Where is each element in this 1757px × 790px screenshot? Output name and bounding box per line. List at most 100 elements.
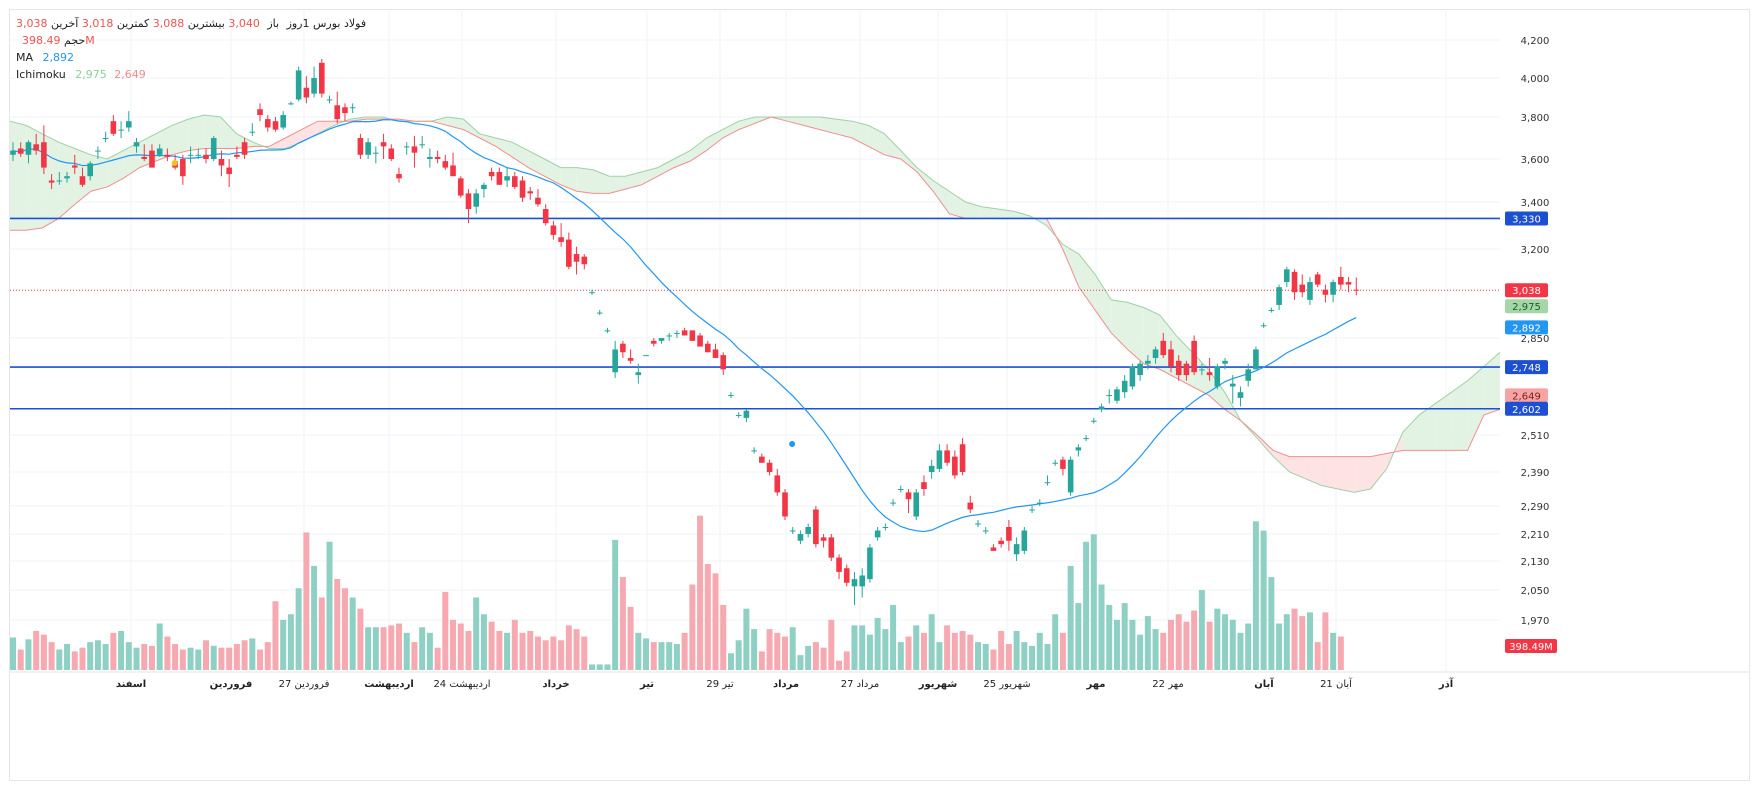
candle-body [79,176,86,185]
volume-bar [828,619,835,670]
price-tick-label: 3,200 [1521,245,1550,256]
candle-body [782,492,788,517]
candle-body [64,176,70,179]
volume-bar [805,645,812,670]
candle-body [527,191,534,194]
candle-body [195,154,202,156]
volume-bar [619,577,626,670]
candle-body [712,349,719,358]
volume-bar [1306,612,1313,670]
time-tick-label: 29 تیر [706,679,733,690]
legend-ma-row[interactable]: MA 2,892 [16,49,366,66]
candle-body [295,70,302,100]
cloud-segment [1321,456,1339,489]
candle-body [48,180,55,183]
candle-body [303,87,310,98]
volume-bar [998,630,1005,670]
volume-bar [141,643,148,670]
cloud-segment [997,209,1015,219]
candle-body [342,107,348,114]
candle-body [681,330,688,336]
candle-body [180,159,186,177]
candle-body [319,62,325,94]
cloud-segment [787,117,804,126]
time-tick-label: خرداد [542,679,569,690]
volume-bar [1121,603,1128,670]
cloud-segment [1078,254,1096,311]
price-badge-label: 2,975 [1512,302,1541,313]
volume-bar [843,651,850,670]
candle-body [1044,482,1051,484]
cloud-segment [690,138,707,162]
legend-ichimoku-row[interactable]: Ichimoku 2,975 2,649 [16,66,366,83]
candle-body [434,156,441,159]
candle-body [1237,392,1244,398]
cloud-segment [819,117,836,134]
volume-bar [79,647,86,670]
candle-body [728,395,734,397]
cloud-segment [1143,307,1160,370]
candle-body [496,171,503,185]
candle-body [1245,369,1251,381]
volume-bar [118,630,125,670]
volume-bar [396,623,402,670]
volume-bar [897,642,904,670]
volume-bar [272,601,279,670]
candle-body [10,150,16,155]
volume-bar [233,643,240,670]
volume-bar [179,649,186,670]
candle-body [890,502,896,504]
time-tick-label: آبان [1254,677,1274,690]
volume-bar [743,608,750,670]
price-badge: 2,975 [1505,299,1548,314]
volume-bar [218,647,225,670]
grid [10,12,1750,673]
volume-bar [712,573,719,670]
volume-bar [226,647,233,670]
cloud-segment [1095,274,1112,333]
candle-body [311,78,317,94]
chart-frame [9,9,1750,781]
time-tick-label: 27 مرداد [841,679,879,690]
cloud-segment [90,154,108,192]
candle-body [450,165,456,177]
cloud-segment [1419,403,1436,451]
cloud-segment [803,117,820,130]
candle-body [33,144,39,151]
volume-bar [1206,621,1213,670]
cloud-segment [544,159,561,185]
volume-bar [689,584,696,670]
candle-body [705,343,711,353]
volume-bar [851,625,858,670]
volume-bar [1198,590,1205,670]
candle-body [457,178,464,196]
cloud-segment [852,121,869,147]
volume-bar [403,632,410,670]
volume-bar [1260,530,1267,670]
volume-bar [913,625,920,670]
candle-body [280,115,286,128]
cloud-segment [560,167,577,192]
candle-body [87,163,93,177]
volume-bar [257,649,264,670]
candle-body [288,103,294,105]
time-tick-label: مرداد [773,679,799,690]
event-markers [171,160,796,447]
price-tick-label: 3,600 [1521,155,1550,166]
volume-bar [596,664,603,670]
volume-bar [1337,636,1344,670]
volume-bar [326,541,333,670]
cloud-segment [1435,392,1452,451]
candle-body [357,138,364,155]
volume-bar [1106,604,1113,670]
price-badge: 2,649 [1505,388,1548,403]
candle-body [774,475,781,493]
ohlc-close-value: 3,038 [16,17,48,30]
price-tick-label: 2,050 [1521,586,1550,597]
volume-bar [110,632,117,670]
candle-body [743,410,750,418]
time-tick-label: شهریور [918,679,958,690]
volume-bar [936,642,943,670]
volume-bar [87,642,94,670]
